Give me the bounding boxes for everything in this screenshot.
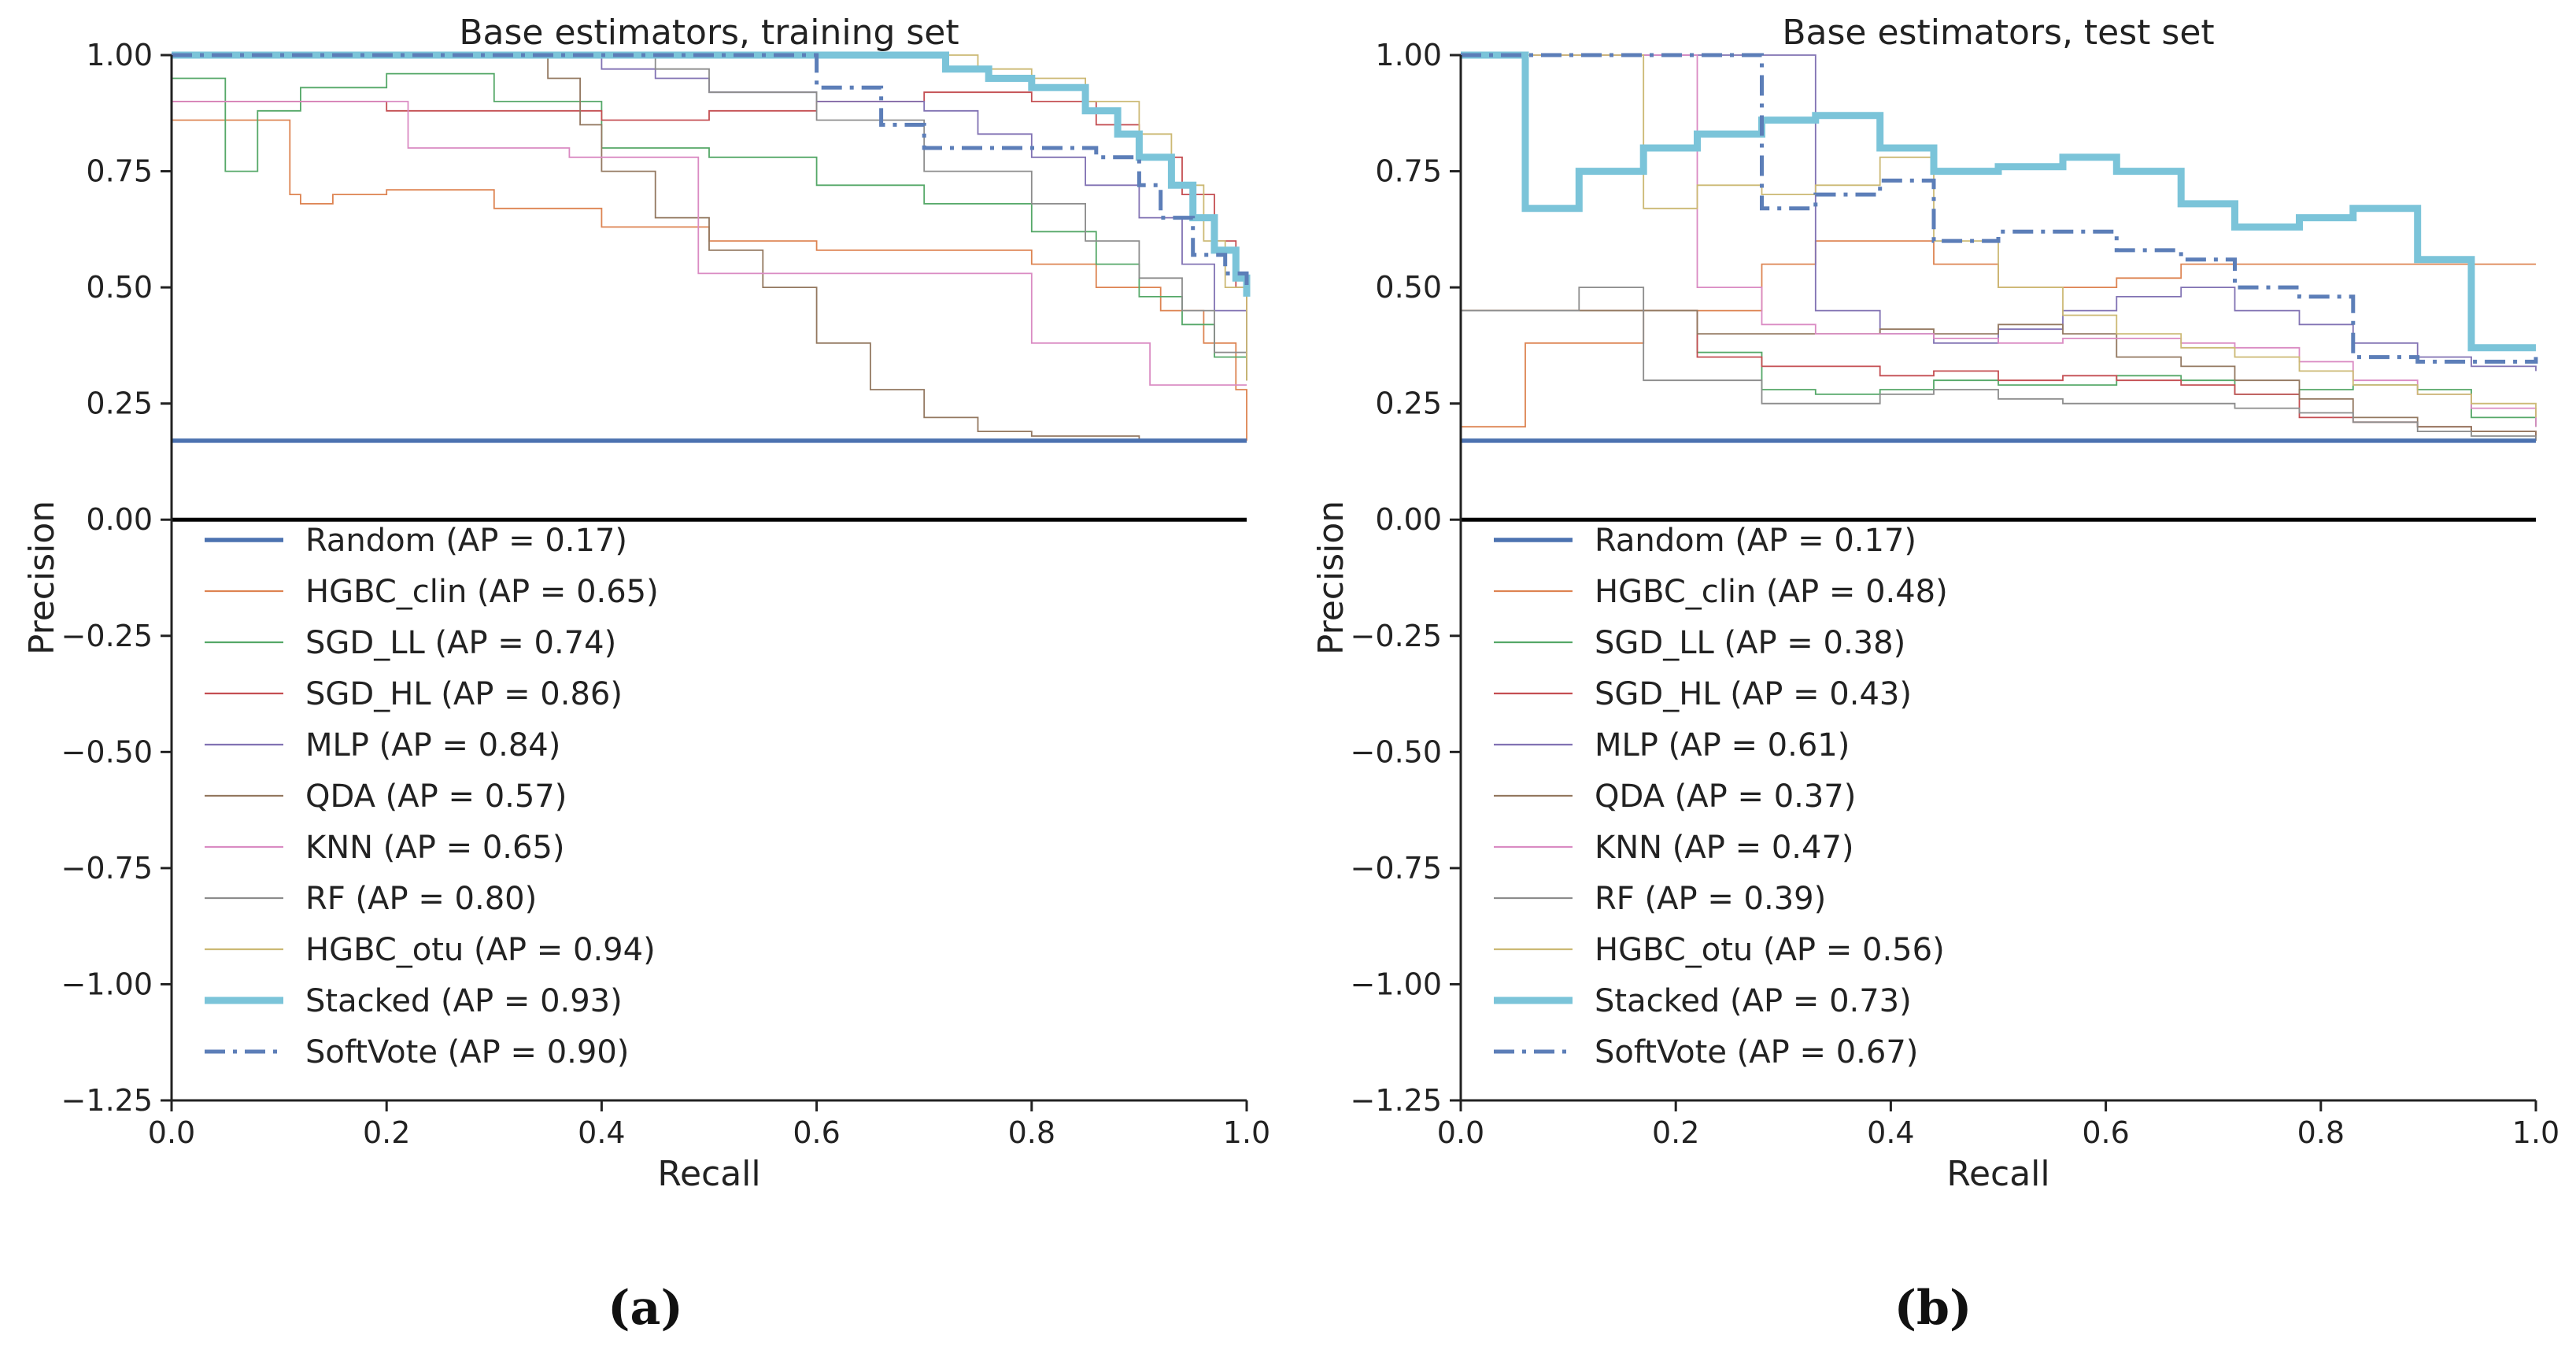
chart-title: Base estimators, test set — [1782, 13, 2214, 53]
y-tick-label: −0.75 — [1351, 851, 1442, 886]
series-line-knn — [1461, 54, 2537, 427]
legend-label: HGBC_otu (AP = 0.56) — [1595, 932, 1945, 968]
series-line-softvote — [172, 53, 1249, 288]
x-tick-label: 0.4 — [1867, 1115, 1914, 1150]
y-tick-label: −0.25 — [61, 619, 153, 653]
x-tick-label: 0.4 — [578, 1115, 625, 1150]
y-tick-label: −1.25 — [61, 1083, 153, 1118]
y-tick-label: −0.25 — [1351, 619, 1442, 653]
chart-title: Base estimators, training set — [459, 13, 959, 53]
y-tick-label: 0.50 — [1375, 270, 1442, 305]
legend-label: KNN (AP = 0.65) — [305, 830, 565, 866]
y-tick-label: −0.75 — [61, 851, 153, 886]
legend-label: KNN (AP = 0.47) — [1595, 830, 1854, 866]
y-tick-label: −0.50 — [61, 734, 153, 769]
y-tick-label: 0.75 — [1375, 154, 1442, 189]
panel-training-set: Base estimators, training set 1.00 0.75 0.5… — [22, 13, 1270, 1336]
series-line-sgd-ll — [172, 72, 1247, 381]
series-line-rf — [172, 54, 1247, 381]
x-tick-label: 0.0 — [148, 1115, 195, 1150]
series-line-stacked — [1461, 51, 2536, 352]
y-tick-label: 0.50 — [86, 270, 153, 305]
y-tick-label: 0.25 — [1375, 386, 1442, 421]
x-tick-label: 0.6 — [2082, 1115, 2129, 1150]
legend: Random (AP = 0.17) HGBC_clin (AP = 0.65) S… — [205, 523, 659, 1070]
y-axis-label: Precision — [1311, 501, 1351, 655]
x-tick-label: 0.2 — [1652, 1115, 1699, 1150]
series-line-stacked — [172, 51, 1251, 297]
y-tick-label: 1.00 — [86, 38, 153, 72]
series-line-mlp — [172, 54, 1247, 372]
legend-label: SoftVote (AP = 0.90) — [305, 1034, 629, 1070]
series-line-qda — [172, 54, 1247, 442]
x-tick-label: 0.6 — [793, 1115, 840, 1150]
series-line-knn — [172, 101, 1247, 386]
x-tick-label: 1.0 — [2512, 1115, 2559, 1150]
legend-label: SGD_HL (AP = 0.86) — [305, 676, 623, 712]
legend-label: MLP (AP = 0.61) — [1595, 727, 1850, 764]
x-axis-label: Recall — [1946, 1154, 2049, 1194]
legend-label: Random (AP = 0.17) — [305, 523, 627, 559]
legend-label: RF (AP = 0.39) — [1595, 881, 1826, 917]
y-tick-label: −1.25 — [1351, 1083, 1442, 1118]
legend-label: RF (AP = 0.80) — [305, 881, 537, 917]
y-tick-label: 1.00 — [1375, 38, 1442, 72]
legend-label: HGBC_clin (AP = 0.48) — [1595, 574, 1948, 610]
legend-label: Stacked (AP = 0.73) — [1595, 983, 1912, 1019]
y-axis-label: Precision — [22, 501, 62, 655]
legend-label: SGD_LL (AP = 0.38) — [1595, 625, 1905, 661]
legend-label: HGBC_otu (AP = 0.94) — [305, 932, 656, 968]
series-line-softvote — [1461, 53, 2538, 364]
legend-label: Random (AP = 0.17) — [1595, 523, 1916, 559]
panel-test-set: Base estimators, test set 1.00 0.75 0.50 0.2… — [1311, 13, 2559, 1336]
x-tick-label: 0.8 — [2297, 1115, 2345, 1150]
legend-label: QDA (AP = 0.37) — [1595, 778, 1856, 815]
legend-label: SGD_LL (AP = 0.74) — [305, 625, 616, 661]
y-tick-label: 0.00 — [86, 502, 153, 537]
legend: Random (AP = 0.17) HGBC_clin (AP = 0.48) S… — [1494, 523, 1948, 1070]
x-tick-label: 0.8 — [1008, 1115, 1055, 1150]
series-line-hgbc-otu — [1461, 54, 2537, 418]
x-axis-label: Recall — [657, 1154, 760, 1194]
series-line-rf — [1461, 287, 2537, 441]
y-tick-label: 0.00 — [1375, 502, 1442, 537]
y-tick-label: −1.00 — [61, 967, 153, 1001]
x-tick-label: 0.0 — [1437, 1115, 1484, 1150]
series-line-mlp — [1461, 54, 2537, 372]
y-tick-label: −0.50 — [1351, 734, 1442, 769]
y-tick-label: 0.75 — [86, 154, 153, 189]
x-tick-label: 1.0 — [1223, 1115, 1270, 1150]
legend-label: QDA (AP = 0.57) — [305, 778, 567, 815]
legend-label: SGD_HL (AP = 0.43) — [1595, 676, 1912, 712]
panel-caption: (b) — [1894, 1281, 1972, 1336]
series-line-qda — [1461, 309, 2537, 441]
legend-label: MLP (AP = 0.84) — [305, 727, 560, 764]
y-tick-label: −1.00 — [1351, 967, 1442, 1001]
legend-label: SoftVote (AP = 0.67) — [1595, 1034, 1918, 1070]
x-tick-label: 0.2 — [363, 1115, 410, 1150]
y-tick-label: 0.25 — [86, 386, 153, 421]
legend-label: Stacked (AP = 0.93) — [305, 983, 623, 1019]
legend-label: HGBC_clin (AP = 0.65) — [305, 574, 659, 610]
panel-caption: (a) — [608, 1281, 683, 1336]
